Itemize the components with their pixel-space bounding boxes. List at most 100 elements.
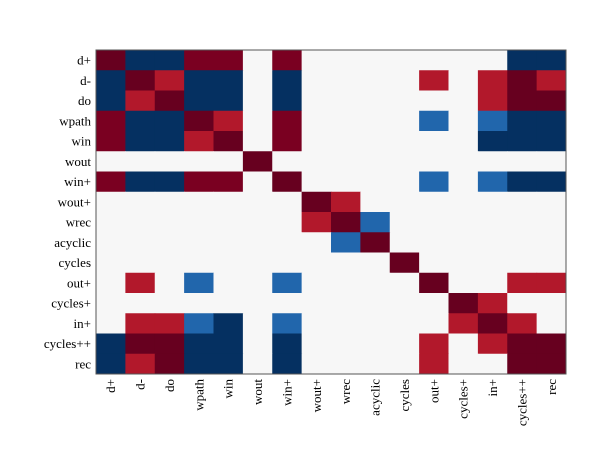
- heatmap-cell-out+-wout+: [301, 272, 332, 294]
- heatmap-cell-wout-wout+: [301, 151, 332, 172]
- heatmap-cell-in+-do: [154, 313, 185, 334]
- heatmap-cell-wout+-d-: [125, 191, 156, 213]
- heatmap-cell-d--do: [154, 70, 185, 91]
- heatmap-cell-cycles-wout+: [301, 252, 332, 274]
- heatmap-cell-cycles++-wrec: [331, 333, 361, 355]
- heatmap-cell-do-in+: [477, 90, 508, 112]
- heatmap-cell-wrec-in+: [477, 212, 508, 233]
- heatmap-cell-out+-win+: [272, 272, 303, 294]
- heatmap-cell-d+-rec: [536, 50, 567, 71]
- heatmap-cell-wrec-cycles: [389, 212, 420, 233]
- heatmap-cell-wpath-win+: [272, 110, 303, 132]
- heatmap-cell-wpath-wrec: [331, 110, 361, 132]
- heatmap-cell-out+-wrec: [331, 272, 361, 294]
- column-label-10: cycles: [397, 379, 412, 411]
- heatmap-cell-out+-cycles: [389, 272, 420, 294]
- column-label-8: wrec: [338, 379, 353, 404]
- heatmap-cell-wout+-win+: [272, 191, 303, 213]
- heatmap-cell-out+-d-: [125, 272, 156, 294]
- heatmap-cell-win+-in+: [477, 171, 508, 193]
- heatmap-cell-d+-d-: [125, 50, 156, 71]
- heatmap-cell-wpath-wout: [242, 110, 273, 132]
- heatmap-cell-acyclic-wpath: [184, 232, 215, 253]
- heatmap-cell-acyclic-wout+: [301, 232, 332, 253]
- heatmap-cell-d+-win: [213, 50, 244, 71]
- heatmap-cell-d+-wrec: [331, 50, 361, 71]
- heatmap-cell-do-win: [213, 90, 244, 112]
- heatmap-cell-do-d+: [96, 90, 126, 112]
- column-tick-labels: d+ d-do wpath win wout win+ wout+ wrec acyclic cy…: [103, 379, 559, 427]
- row-label-2: do: [78, 93, 91, 108]
- heatmap-cell-rec-out+: [419, 353, 450, 375]
- heatmap-cell-do-d-: [125, 90, 156, 112]
- heatmap-cell-in+-d-: [125, 313, 156, 334]
- heatmap-cell-cycles++-wout+: [301, 333, 332, 355]
- heatmap-cell-out+-d+: [96, 272, 126, 294]
- heatmap-cell-wout-wout: [242, 151, 273, 172]
- heatmap-cell-do-cycles+: [448, 90, 479, 112]
- heatmap-cell-do-wout: [242, 90, 273, 112]
- row-label-3: wpath: [59, 113, 91, 128]
- heatmap-cell-cycles+-do: [154, 293, 185, 314]
- heatmap-cell-wout+-wout: [242, 191, 273, 213]
- heatmap-cell-cycles++-rec: [536, 333, 567, 355]
- heatmap-cell-rec-wout: [242, 353, 273, 375]
- heatmap-cell-wpath-wout+: [301, 110, 332, 132]
- heatmap-cell-cycles-win: [213, 252, 244, 274]
- heatmap-cell-d+-in+: [477, 50, 508, 71]
- heatmap-cell-do-wrec: [331, 90, 361, 112]
- heatmap-cell-cycles-cycles++: [507, 252, 538, 274]
- heatmap-cell-win+-wrec: [331, 171, 361, 193]
- heatmap-cell-win-win: [213, 131, 244, 152]
- heatmap-cell-acyclic-acyclic: [360, 232, 391, 253]
- heatmap-cell-cycles+-win+: [272, 293, 303, 314]
- heatmap-cell-acyclic-in+: [477, 232, 508, 253]
- heatmap-cell-wout+-wpath: [184, 191, 215, 213]
- heatmap-cell-wpath-d+: [96, 110, 126, 132]
- heatmap-cell-do-wout+: [301, 90, 332, 112]
- column-label-7: wout+: [309, 379, 324, 412]
- heatmap-cell-wrec-wout: [242, 212, 273, 233]
- heatmap-cell-in+-cycles: [389, 313, 420, 334]
- heatmap-cell-cycles++-wpath: [184, 333, 215, 355]
- heatmap-cell-rec-wout+: [301, 353, 332, 375]
- heatmap-cell-wout-cycles++: [507, 151, 538, 172]
- heatmap-cell-cycles-wout: [242, 252, 273, 274]
- column-label-11: out+: [426, 379, 441, 403]
- heatmap-cell-in+-cycles++: [507, 313, 538, 334]
- heatmap-cell-d--out+: [419, 70, 450, 91]
- heatmap-cell-d--wrec: [331, 70, 361, 91]
- heatmap-cell-rec-cycles++: [507, 353, 538, 375]
- heatmap-cell-wout-cycles+: [448, 151, 479, 172]
- heatmap-cell-in+-d+: [96, 313, 126, 334]
- heatmap-cell-d--d-: [125, 70, 156, 91]
- heatmap-cell-win+-cycles+: [448, 171, 479, 193]
- heatmap-cell-d--acyclic: [360, 70, 391, 91]
- heatmap-cell-cycles-d-: [125, 252, 156, 274]
- heatmap-cell-wpath-wpath: [184, 110, 215, 132]
- column-label-1: d-: [133, 379, 148, 390]
- heatmap-cell-d+-win+: [272, 50, 303, 71]
- heatmap-cell-win+-wout: [242, 171, 273, 193]
- heatmap-cell-do-do: [154, 90, 185, 112]
- heatmap-cell-d--d+: [96, 70, 126, 91]
- heatmap-cell-cycles++-d-: [125, 333, 156, 355]
- heatmap-cell-wpath-rec: [536, 110, 567, 132]
- heatmap-cell-cycles++-in+: [477, 333, 508, 355]
- heatmap-cell-win-d-: [125, 131, 156, 152]
- heatmap-cell-do-rec: [536, 90, 567, 112]
- heatmap-cell-win+-cycles++: [507, 171, 538, 193]
- heatmap-cell-d+-acyclic: [360, 50, 391, 71]
- heatmap-cell-d--wpath: [184, 70, 215, 91]
- heatmap-cell-wout-win: [213, 151, 244, 172]
- heatmap-cell-cycles-win+: [272, 252, 303, 274]
- heatmap-cell-d--wout: [242, 70, 273, 91]
- heatmap-cell-win-cycles: [389, 131, 420, 152]
- heatmap-cell-d--wout+: [301, 70, 332, 91]
- heatmap-cell-wout-acyclic: [360, 151, 391, 172]
- heatmap-cell-acyclic-out+: [419, 232, 450, 253]
- heatmap-cell-in+-out+: [419, 313, 450, 334]
- heatmap-cell-wout+-do: [154, 191, 185, 213]
- heatmap-cell-wrec-wrec: [331, 212, 361, 233]
- heatmap-cell-cycles-out+: [419, 252, 450, 274]
